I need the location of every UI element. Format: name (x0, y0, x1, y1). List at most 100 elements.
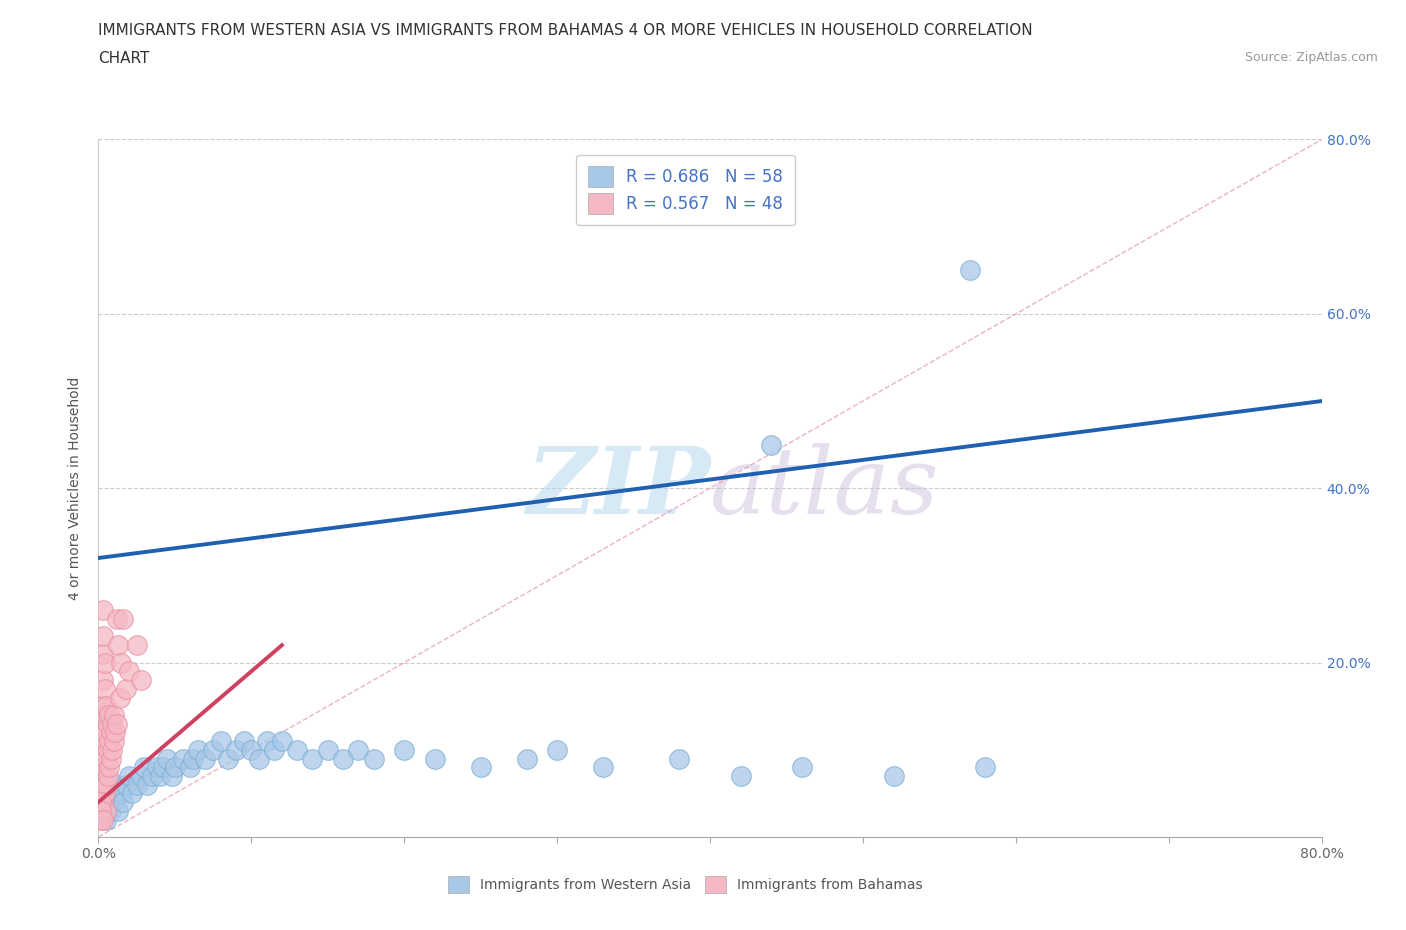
Y-axis label: 4 or more Vehicles in Household: 4 or more Vehicles in Household (69, 377, 83, 600)
Point (232, 734, 254, 749)
Point (129, 672, 152, 687)
Point (156, 751, 179, 766)
Point (91, 794, 114, 809)
Point (100, 725, 122, 740)
Point (91, 603, 114, 618)
Point (129, 768, 152, 783)
Point (90, 804, 112, 818)
Point (91, 742, 114, 757)
Point (91, 629, 114, 644)
Point (105, 777, 128, 792)
Point (959, 263, 981, 278)
Point (423, 751, 446, 766)
Point (94, 698, 117, 713)
Point (187, 742, 209, 757)
Point (225, 742, 247, 757)
Point (107, 638, 129, 653)
Point (93, 734, 115, 749)
Point (247, 751, 270, 766)
Point (98, 708, 121, 723)
Point (97, 716, 120, 731)
Point (103, 708, 125, 723)
Point (316, 742, 339, 757)
Point (91, 672, 114, 687)
Point (668, 751, 690, 766)
Point (240, 742, 263, 757)
Point (136, 777, 159, 792)
Point (93, 760, 115, 775)
Point (94, 777, 117, 792)
Point (91, 812, 114, 827)
Point (152, 760, 174, 775)
Point (110, 786, 132, 801)
Point (100, 751, 122, 766)
Point (93, 708, 115, 723)
Point (516, 751, 538, 766)
Point (105, 716, 128, 731)
Point (103, 794, 125, 809)
Point (90, 794, 112, 809)
Point (105, 612, 128, 627)
Point (363, 751, 385, 766)
Point (759, 437, 782, 452)
Point (98, 794, 121, 809)
Text: atlas: atlas (710, 444, 939, 533)
Text: ZIP: ZIP (526, 444, 710, 533)
Point (134, 760, 156, 775)
Point (546, 742, 568, 757)
Point (93, 682, 115, 697)
Point (111, 612, 134, 627)
Point (217, 751, 239, 766)
Point (94, 804, 117, 818)
Point (104, 725, 127, 740)
Point (332, 751, 354, 766)
Point (110, 656, 132, 671)
Point (470, 760, 492, 775)
Point (125, 638, 148, 653)
Point (94, 812, 117, 827)
Point (98, 734, 121, 749)
Point (141, 768, 163, 783)
Point (115, 777, 138, 792)
Point (98, 760, 121, 775)
Point (91, 716, 114, 731)
Legend: Immigrants from Western Asia, Immigrants from Bahamas: Immigrants from Western Asia, Immigrants… (441, 869, 929, 900)
Text: CHART: CHART (98, 51, 150, 66)
Point (101, 742, 124, 757)
Point (145, 760, 167, 775)
Point (392, 742, 416, 757)
Point (270, 734, 292, 749)
Point (149, 768, 172, 783)
Point (347, 742, 370, 757)
Point (115, 682, 138, 697)
Point (103, 734, 125, 749)
Point (111, 794, 134, 809)
Point (179, 760, 201, 775)
Point (202, 742, 225, 757)
Point (974, 760, 997, 775)
Point (790, 760, 813, 775)
Point (263, 742, 285, 757)
Point (91, 698, 114, 713)
Point (256, 734, 278, 749)
Point (121, 786, 143, 801)
Point (883, 768, 905, 783)
Point (181, 751, 204, 766)
Point (108, 690, 131, 705)
Point (101, 716, 124, 731)
Point (592, 760, 614, 775)
Point (163, 760, 186, 775)
Text: IMMIGRANTS FROM WESTERN ASIA VS IMMIGRANTS FROM BAHAMAS 4 OR MORE VEHICLES IN HO: IMMIGRANTS FROM WESTERN ASIA VS IMMIGRAN… (98, 23, 1033, 38)
Text: Source: ZipAtlas.com: Source: ZipAtlas.com (1244, 51, 1378, 64)
Point (91, 760, 114, 775)
Point (97, 742, 120, 757)
Point (107, 804, 129, 818)
Point (94, 751, 117, 766)
Point (100, 804, 122, 818)
Point (91, 777, 114, 792)
Point (209, 734, 232, 749)
Point (94, 804, 117, 818)
Point (90, 812, 112, 827)
Point (194, 751, 217, 766)
Point (91, 646, 114, 661)
